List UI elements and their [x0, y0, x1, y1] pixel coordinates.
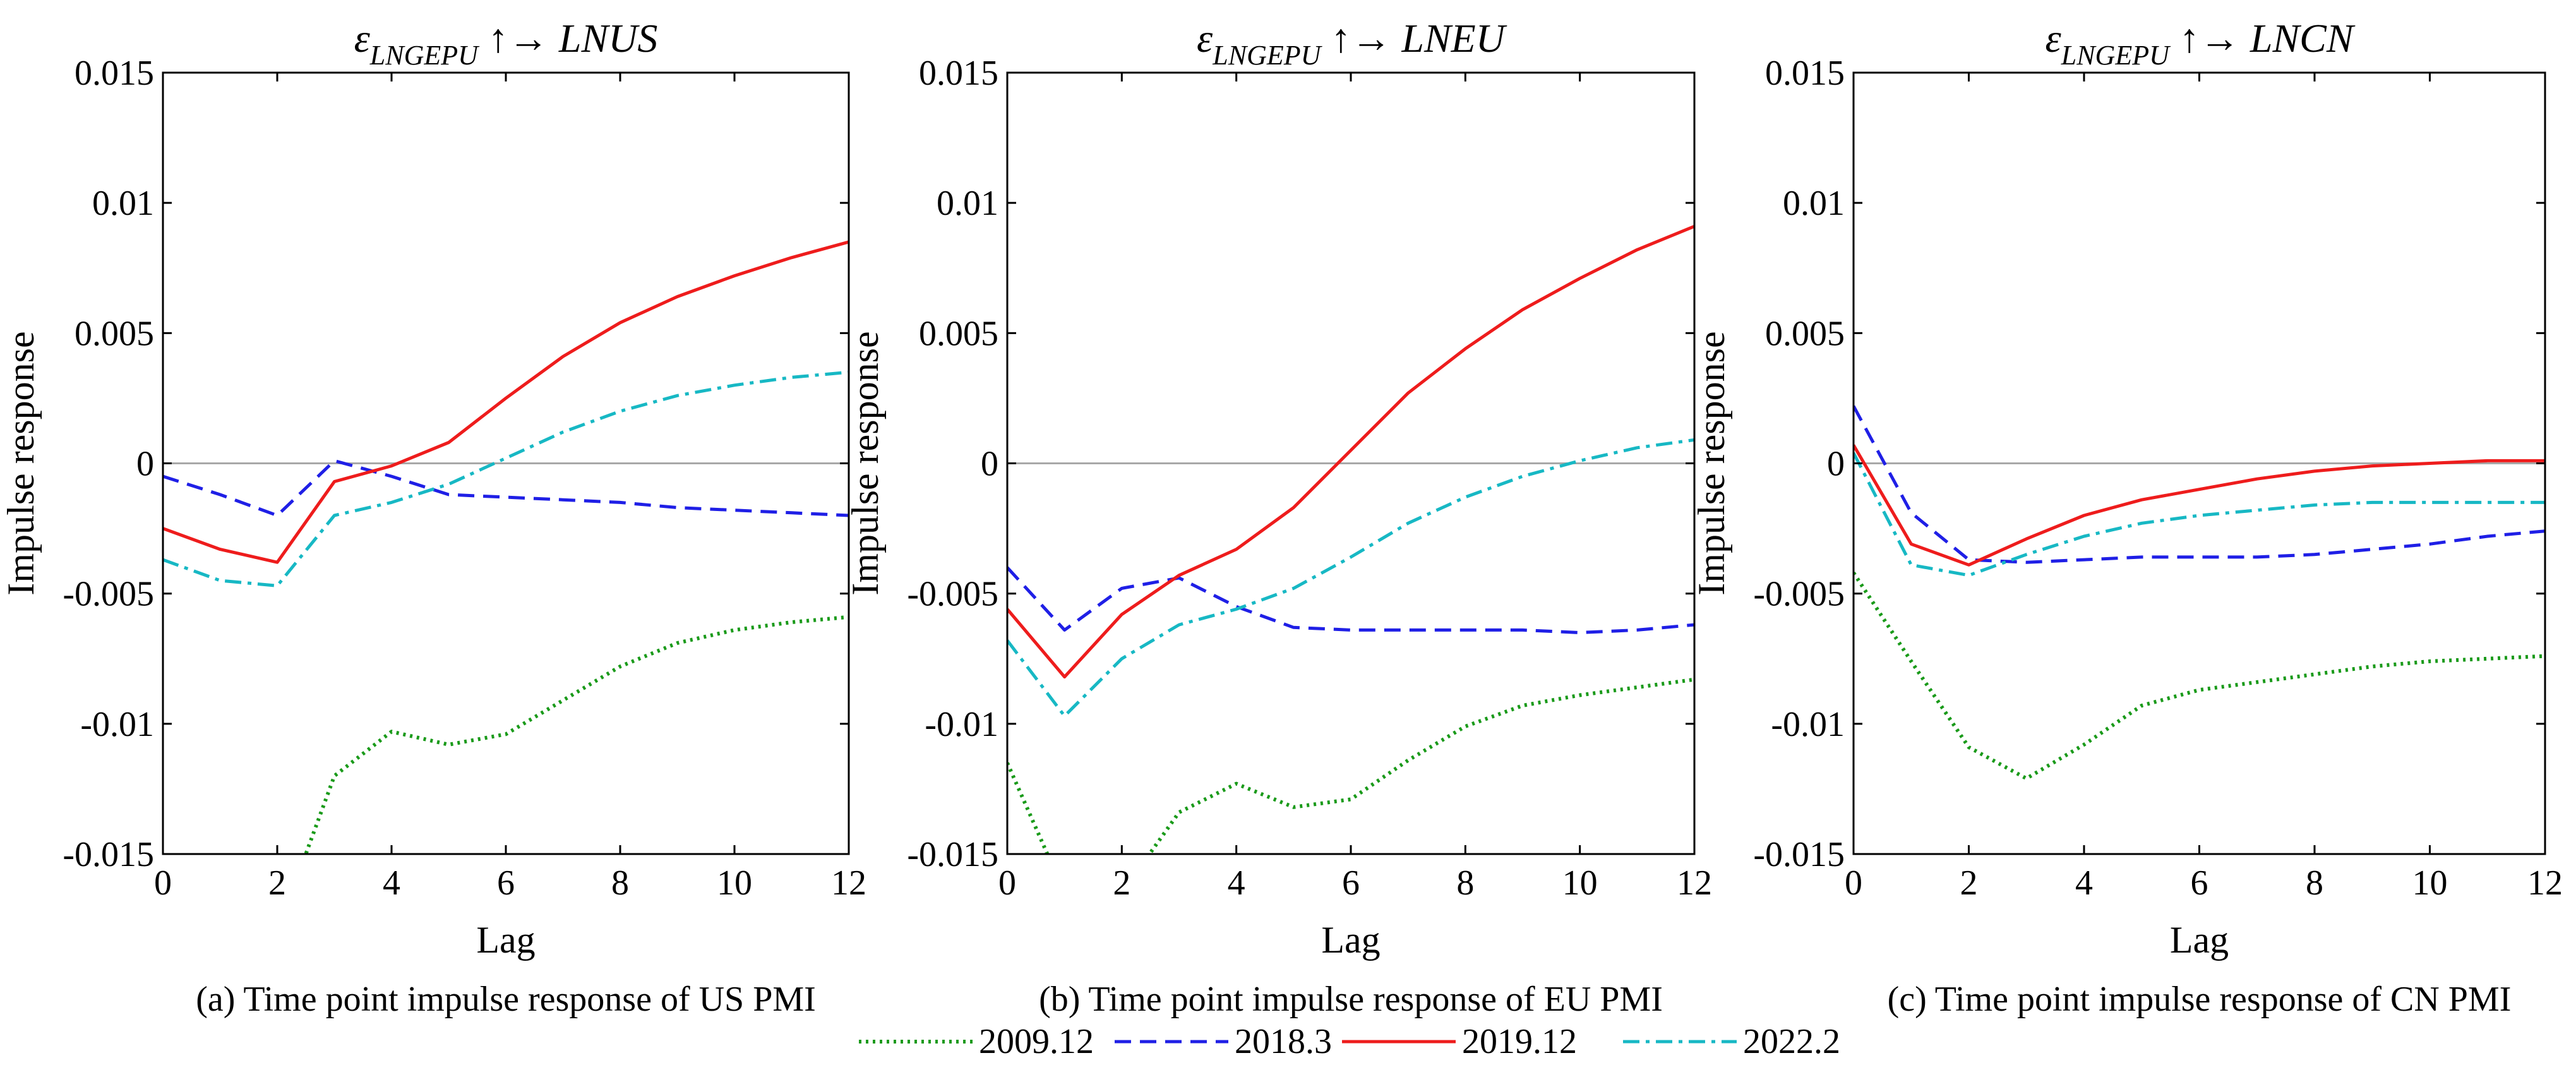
series-line-2009.12: [1854, 572, 2545, 781]
legend-item-2009.12: 2009.12: [859, 1022, 1094, 1061]
y-tick-label: 0.015: [919, 54, 998, 93]
x-tick-label: 12: [1677, 863, 1712, 903]
y-tick-label: 0: [136, 445, 154, 484]
y-tick-label: 0.01: [937, 184, 998, 223]
x-tick-label: 0: [154, 863, 172, 903]
series-line-2009.12: [1007, 677, 1694, 854]
y-tick-label: -0.01: [1771, 705, 1845, 744]
x-tick-label: 6: [2191, 863, 2208, 903]
panel-caption: (b) Time point impulse response of EU PM…: [1039, 980, 1663, 1019]
x-tick-label: 8: [2306, 863, 2323, 903]
series-line-2018.3: [163, 459, 849, 517]
panel-caption: (c) Time point impulse response of CN PM…: [1888, 980, 2512, 1019]
y-tick-label: 0.015: [75, 54, 154, 93]
chart-panel-2: 0 2 4 6 8 10 12 -0.015 -0.01 -0.005 0 0.005 0.01 0.01…: [844, 16, 1712, 1019]
y-tick-label: -0.01: [925, 705, 998, 744]
y-tick-label: -0.01: [80, 705, 154, 744]
x-tick-label: 8: [611, 863, 629, 903]
x-tick-label: 6: [1342, 863, 1360, 903]
series-line-2019.12: [1007, 224, 1694, 679]
series-line-2022.2: [1007, 438, 1694, 718]
y-tick-label: 0.005: [919, 314, 998, 353]
legend-label: 2019.12: [1462, 1022, 1577, 1061]
x-tick-label: 10: [717, 863, 752, 903]
y-axis-label: Impulse response: [1691, 331, 1732, 595]
legend-item-2022.2: 2022.2: [1623, 1022, 1840, 1061]
x-tick-label: 2: [268, 863, 286, 903]
x-tick-label: 0: [998, 863, 1016, 903]
panel-title: εLNGEPU ↑→ LNCN: [2046, 16, 2356, 71]
x-tick-label: 10: [2412, 863, 2448, 903]
x-tick-label: 2: [1113, 863, 1130, 903]
x-axis-label: Lag: [1321, 919, 1380, 961]
x-axis-label: Lag: [2170, 919, 2229, 961]
x-tick-label: 4: [383, 863, 400, 903]
x-tick-label: 12: [2527, 863, 2563, 903]
panel-title: εLNGEPU ↑→ LNEU: [1197, 16, 1507, 71]
y-tick-label: 0.015: [1765, 54, 1845, 93]
y-axis-label: Impulse response: [0, 331, 42, 595]
chart-panel-1: 0 2 4 6 8 10 12 -0.015 -0.01 -0.005 0 0.005 0.01 0.01…: [0, 16, 866, 1019]
series-group: [1007, 224, 1694, 854]
x-tick-label: 10: [1562, 863, 1598, 903]
y-tick-label: 0: [981, 445, 998, 484]
legend-label: 2009.12: [979, 1022, 1094, 1061]
series-line-2022.2: [1854, 452, 2545, 577]
y-tick-label: -0.015: [63, 835, 154, 874]
series-line-2019.12: [163, 240, 849, 564]
x-axis-label: Lag: [476, 919, 535, 961]
x-tick-label: 4: [2075, 863, 2093, 903]
y-tick-label: 0.005: [75, 314, 154, 353]
legend-label: 2018.3: [1235, 1022, 1332, 1061]
panel-caption: (a) Time point impulse response of US PM…: [196, 980, 816, 1019]
y-tick-label: 0.005: [1765, 314, 1845, 353]
y-tick-label: -0.005: [63, 575, 154, 614]
series-line-2018.3: [1854, 405, 2545, 564]
legend: 2009.12 2018.3 2019.12 2022.2: [859, 1022, 1840, 1061]
x-tick-label: 12: [831, 863, 866, 903]
series-line-2019.12: [1854, 444, 2545, 567]
x-tick-label: 2: [1960, 863, 1978, 903]
y-tick-label: 0.01: [92, 184, 154, 223]
legend-item-2019.12: 2019.12: [1342, 1022, 1577, 1061]
y-axis-label: Impulse response: [844, 331, 886, 595]
series-line-2022.2: [163, 370, 849, 587]
series-group: [163, 240, 849, 854]
panel-title: εLNGEPU ↑→ LNUS: [354, 16, 658, 71]
series-line-2018.3: [1007, 566, 1694, 634]
legend-label: 2022.2: [1743, 1022, 1840, 1061]
series-line-2009.12: [304, 615, 849, 854]
series-group: [1854, 405, 2545, 781]
chart-panels: 0 2 4 6 8 10 12 -0.015 -0.01 -0.005 0 0.005 0.01 0.01…: [0, 16, 2563, 1019]
x-tick-label: 4: [1228, 863, 1245, 903]
y-tick-label: -0.015: [1753, 835, 1845, 874]
x-tick-label: 6: [497, 863, 515, 903]
y-tick-label: -0.005: [907, 575, 998, 614]
y-tick-label: -0.015: [907, 835, 998, 874]
y-tick-label: 0.01: [1783, 184, 1845, 223]
chart-panel-3: 0 2 4 6 8 10 12 -0.015 -0.01 -0.005 0 0.005 0.01 0.01…: [1691, 16, 2563, 1019]
x-tick-label: 0: [1845, 863, 1862, 903]
y-tick-label: -0.005: [1753, 575, 1845, 614]
legend-item-2018.3: 2018.3: [1115, 1022, 1332, 1061]
y-tick-label: 0: [1827, 445, 1845, 484]
x-tick-label: 8: [1456, 863, 1474, 903]
